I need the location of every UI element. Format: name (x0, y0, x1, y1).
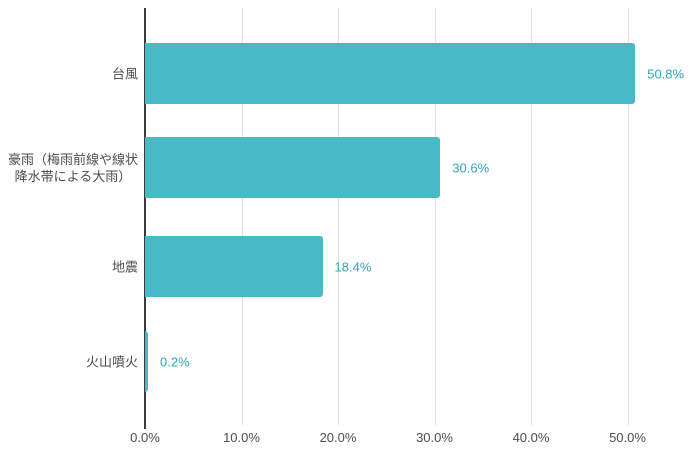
x-gridline (434, 8, 436, 425)
bar-1 (145, 137, 441, 198)
x-tick-label: 20.0% (319, 430, 357, 445)
value-label: 30.6% (452, 160, 490, 175)
value-label: 18.4% (334, 259, 372, 274)
bar-2 (145, 236, 323, 297)
x-tick-label: 50.0% (609, 430, 646, 445)
value-label: 50.8% (647, 66, 685, 81)
bar-0 (145, 43, 636, 104)
value-label: 0.2% (160, 354, 190, 369)
category-label: 地震 (111, 259, 138, 274)
x-tick-label: 30.0% (416, 430, 453, 445)
x-gridline (531, 8, 532, 425)
x-gridline (627, 8, 629, 425)
category-label: 火山噴火 (85, 354, 138, 369)
category-label: 台風 (111, 66, 138, 81)
x-tick-label: 10.0% (223, 430, 260, 445)
bar-3 (145, 331, 148, 392)
x-gridline (241, 8, 243, 425)
x-tick-label: 40.0% (512, 430, 550, 445)
y-axis-line (144, 8, 146, 429)
category-label: 豪雨（梅雨前線や線状 降水帯による大雨） (7, 151, 138, 184)
x-gridline (338, 8, 339, 425)
x-tick-label: 0.0% (130, 430, 160, 445)
